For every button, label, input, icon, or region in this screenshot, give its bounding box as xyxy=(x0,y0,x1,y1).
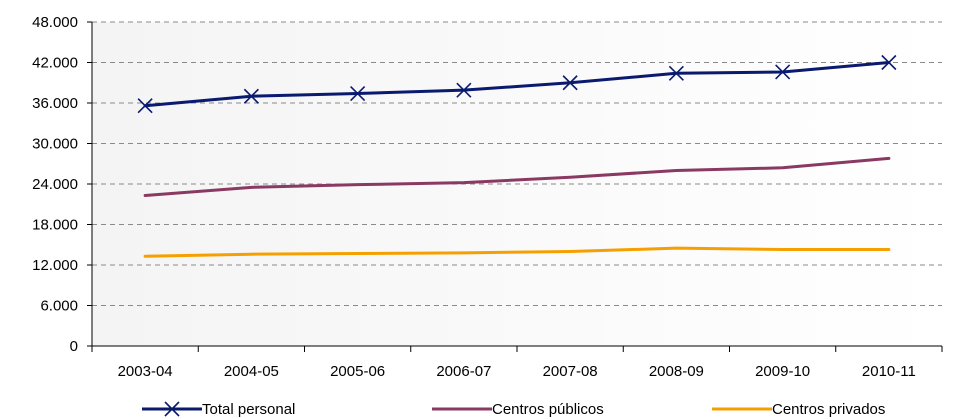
legend-label: Total personal xyxy=(202,401,295,418)
y-tick-label: 12.000 xyxy=(32,257,78,274)
y-tick-label: 42.000 xyxy=(32,55,78,72)
x-tick-label: 2007-08 xyxy=(543,363,598,380)
legend-label: Centros privados xyxy=(772,401,885,418)
data-point-marker xyxy=(562,75,578,91)
x-tick-label: 2004-05 xyxy=(224,363,279,380)
data-point-marker-stroke xyxy=(456,82,472,98)
legend-label: Centros públicos xyxy=(492,401,604,418)
x-tick-label: 2008-09 xyxy=(649,363,704,380)
data-point-marker-stroke xyxy=(137,98,153,114)
series-line-1 xyxy=(143,61,891,108)
x-tick-label: 2005-06 xyxy=(330,363,385,380)
y-tick-label: 24.000 xyxy=(32,176,78,193)
series-line-3 xyxy=(143,246,891,258)
x-tick-label: 2003-04 xyxy=(118,363,173,380)
x-tick-label: 2010-11 xyxy=(862,363,916,380)
y-tick-label: 0 xyxy=(70,338,78,355)
data-point-marker xyxy=(243,88,259,104)
x-tick-label: 2006-07 xyxy=(436,363,491,380)
data-point-marker xyxy=(456,82,472,98)
series-line-2 xyxy=(143,156,891,197)
data-point-marker-stroke xyxy=(350,85,366,102)
legend-item: Centros privados xyxy=(712,401,885,418)
y-tick-label: 30.000 xyxy=(32,136,78,153)
data-point-marker-stroke xyxy=(562,75,578,91)
data-point-marker-stroke xyxy=(775,64,791,80)
data-point-marker xyxy=(668,65,684,81)
data-point-marker xyxy=(350,85,366,102)
data-point-marker-stroke xyxy=(668,65,684,81)
data-point-marker xyxy=(775,64,791,80)
data-point-marker xyxy=(137,98,153,114)
x-tick-label: 2009-10 xyxy=(755,363,810,380)
y-tick-label: 6.000 xyxy=(40,298,78,315)
data-point-marker-stroke xyxy=(243,88,259,104)
legend-marker-stroke xyxy=(164,401,180,417)
y-tick-label: 48.000 xyxy=(32,14,78,31)
legend-marker xyxy=(164,401,180,417)
legend-item: Centros públicos xyxy=(432,401,604,418)
data-point-marker xyxy=(881,54,897,71)
y-tick-label: 18.000 xyxy=(32,217,78,234)
y-tick-label: 36.000 xyxy=(32,95,78,112)
legend-item: Total personal xyxy=(142,401,295,418)
data-point-marker-stroke xyxy=(881,54,897,71)
